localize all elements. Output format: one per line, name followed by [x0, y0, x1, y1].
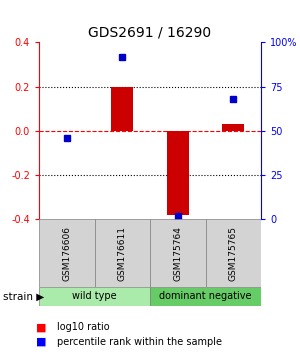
Bar: [150, 219, 206, 287]
Text: ■: ■: [36, 322, 46, 332]
Text: dominant negative: dominant negative: [159, 291, 252, 302]
Text: ■: ■: [36, 337, 46, 347]
Text: GSM176611: GSM176611: [118, 225, 127, 281]
Text: GSM175764: GSM175764: [173, 225, 182, 281]
Text: strain ▶: strain ▶: [3, 291, 44, 302]
Bar: [222, 124, 244, 131]
Text: wild type: wild type: [72, 291, 117, 302]
Bar: [167, 131, 189, 215]
Text: GSM175765: GSM175765: [229, 225, 238, 281]
Bar: [39, 219, 94, 287]
Bar: [111, 87, 133, 131]
Text: GSM176606: GSM176606: [62, 225, 71, 281]
Text: log10 ratio: log10 ratio: [57, 322, 110, 332]
Bar: [39, 287, 150, 306]
Bar: [94, 219, 150, 287]
Bar: [150, 287, 261, 306]
Title: GDS2691 / 16290: GDS2691 / 16290: [88, 26, 212, 40]
Text: percentile rank within the sample: percentile rank within the sample: [57, 337, 222, 347]
Bar: [206, 219, 261, 287]
